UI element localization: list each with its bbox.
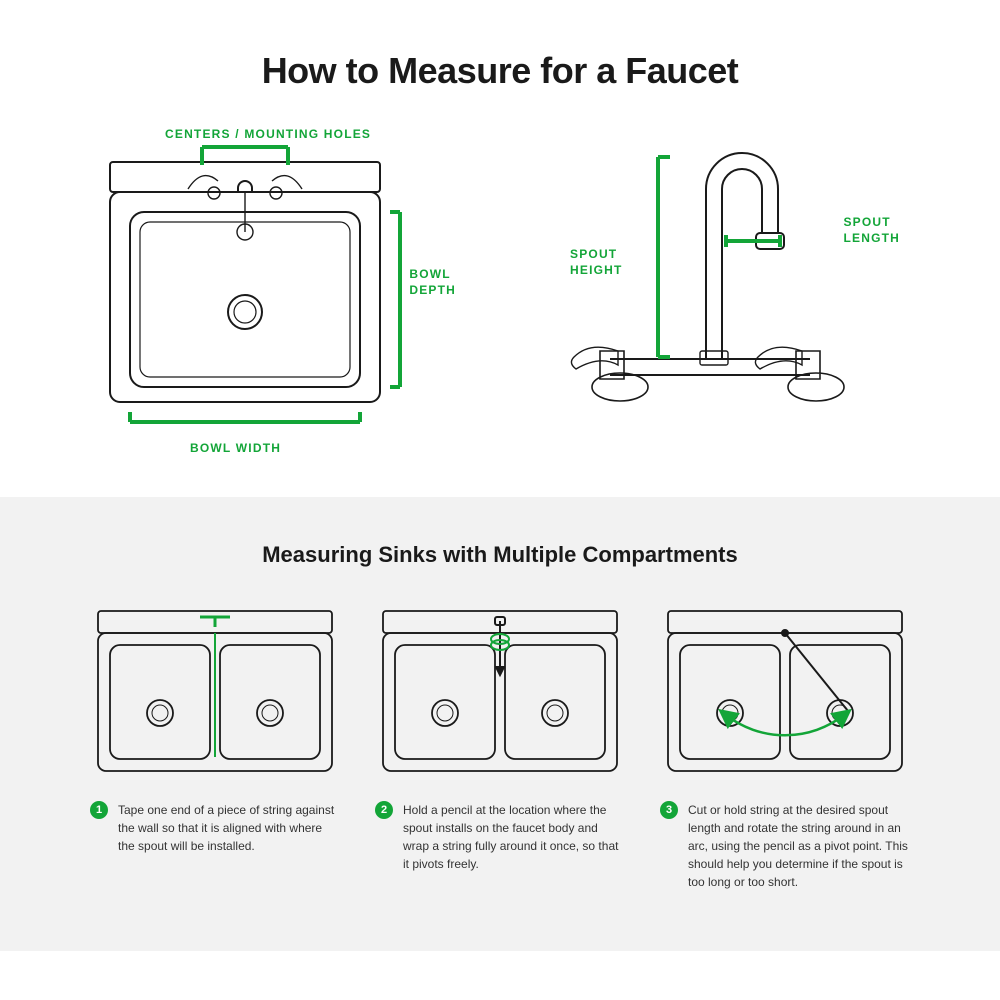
step-3: 3 Cut or hold string at the desired spou… [660, 603, 910, 891]
sink-top-diagram: CENTERS / MOUNTING HOLES BOWL DEPTH BOWL… [90, 127, 450, 457]
step-3-diagram [660, 603, 910, 783]
faucet-side-diagram: SPOUT HEIGHT SPOUT LENGTH [530, 127, 910, 437]
diagrams-row: CENTERS / MOUNTING HOLES BOWL DEPTH BOWL… [60, 127, 940, 457]
step-2-text: Hold a pencil at the location where the … [403, 801, 625, 873]
bowl-depth-label: BOWL DEPTH [409, 267, 456, 298]
spout-height-label: SPOUT HEIGHT [570, 247, 623, 278]
bottom-section: Measuring Sinks with Multiple Compartmen… [0, 497, 1000, 951]
step-2-diagram [375, 603, 625, 783]
step-3-text: Cut or hold string at the desired spout … [688, 801, 910, 891]
centers-label: CENTERS / MOUNTING HOLES [165, 127, 371, 143]
page-title: How to Measure for a Faucet [60, 50, 940, 92]
sink-top-svg [90, 127, 450, 457]
step-1: 1 Tape one end of a piece of string agai… [90, 603, 340, 891]
step-1-diagram [90, 603, 340, 783]
subtitle: Measuring Sinks with Multiple Compartmen… [60, 542, 940, 568]
steps-row: 1 Tape one end of a piece of string agai… [60, 603, 940, 891]
step-1-text: Tape one end of a piece of string agains… [118, 801, 340, 855]
step-2-badge: 2 [375, 801, 393, 819]
step-2: 2 Hold a pencil at the location where th… [375, 603, 625, 891]
step-1-badge: 1 [90, 801, 108, 819]
faucet-side-svg [530, 127, 910, 437]
step-3-badge: 3 [660, 801, 678, 819]
bowl-width-label: BOWL WIDTH [190, 441, 281, 457]
spout-length-label: SPOUT LENGTH [843, 215, 900, 246]
top-section: How to Measure for a Faucet CENTERS / MO… [0, 0, 1000, 497]
